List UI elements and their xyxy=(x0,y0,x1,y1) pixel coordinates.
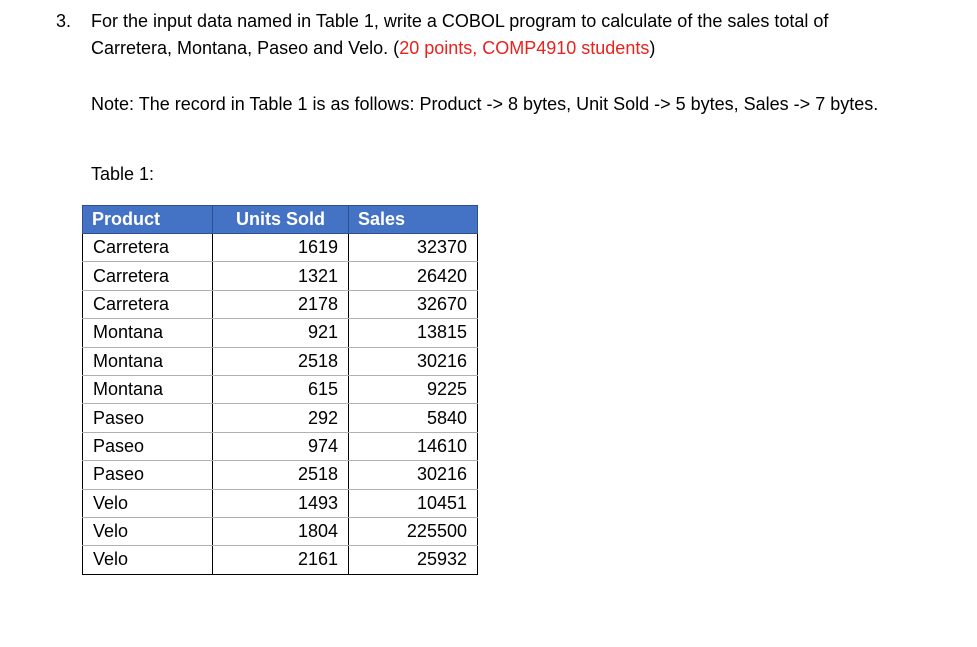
cell-units-sold: 1619 xyxy=(212,233,349,263)
table-row: Carretera 2178 32670 xyxy=(82,290,478,320)
table-row: Velo 1804 225500 xyxy=(82,517,478,547)
table-row: Paseo 2518 30216 xyxy=(82,460,478,490)
cell-product: Velo xyxy=(82,545,213,575)
cell-sales: 25932 xyxy=(348,545,478,575)
cell-units-sold: 2518 xyxy=(212,347,349,376)
sales-table: Product Units Sold Sales Carretera 1619 … xyxy=(82,205,478,575)
table-row: Montana 615 9225 xyxy=(82,375,478,405)
question-close-paren: ) xyxy=(649,38,656,58)
header-sales: Sales xyxy=(348,205,478,234)
table-header-row: Product Units Sold Sales xyxy=(82,205,478,234)
points-label: 20 points, COMP4910 students xyxy=(399,38,650,58)
question-text: For the input data named in Table 1, wri… xyxy=(91,8,911,62)
table-row: Velo 2161 25932 xyxy=(82,545,478,575)
cell-product: Paseo xyxy=(82,460,213,490)
cell-product: Carretera xyxy=(82,261,213,291)
header-product: Product xyxy=(82,205,213,234)
cell-product: Velo xyxy=(82,517,213,547)
cell-product: Carretera xyxy=(82,233,213,263)
cell-product: Montana xyxy=(82,318,213,348)
cell-sales: 14610 xyxy=(348,432,478,462)
cell-units-sold: 2178 xyxy=(212,290,349,320)
cell-product: Velo xyxy=(82,489,213,518)
table-row: Paseo 974 14610 xyxy=(82,432,478,462)
cell-units-sold: 292 xyxy=(212,403,349,433)
cell-sales: 26420 xyxy=(348,261,478,291)
cell-product: Carretera xyxy=(82,290,213,320)
cell-sales: 5840 xyxy=(348,403,478,433)
table-row: Carretera 1321 26420 xyxy=(82,261,478,291)
table-row: Montana 2518 30216 xyxy=(82,347,478,376)
cell-product: Paseo xyxy=(82,432,213,462)
table-row: Carretera 1619 32370 xyxy=(82,233,478,263)
cell-sales: 10451 xyxy=(348,489,478,518)
cell-sales: 32370 xyxy=(348,233,478,263)
cell-product: Montana xyxy=(82,375,213,405)
cell-units-sold: 1804 xyxy=(212,517,349,547)
question-body: For the input data named in Table 1, wri… xyxy=(91,11,829,58)
table-caption: Table 1: xyxy=(91,164,155,184)
cell-units-sold: 1493 xyxy=(212,489,349,518)
table-row: Velo 1493 10451 xyxy=(82,489,478,518)
cell-sales: 13815 xyxy=(348,318,478,348)
cell-sales: 30216 xyxy=(348,460,478,490)
cell-sales: 32670 xyxy=(348,290,478,320)
cell-sales: 9225 xyxy=(348,375,478,405)
table-row: Paseo 292 5840 xyxy=(82,403,478,433)
question-number: 3. xyxy=(56,11,72,31)
cell-sales: 30216 xyxy=(348,347,478,376)
cell-sales: 225500 xyxy=(348,517,478,547)
cell-product: Paseo xyxy=(82,403,213,433)
cell-units-sold: 2518 xyxy=(212,460,349,490)
cell-units-sold: 2161 xyxy=(212,545,349,575)
table-row: Montana 921 13815 xyxy=(82,318,478,348)
cell-units-sold: 974 xyxy=(212,432,349,462)
cell-units-sold: 615 xyxy=(212,375,349,405)
record-note: Note: The record in Table 1 is as follow… xyxy=(91,94,879,114)
cell-product: Montana xyxy=(82,347,213,376)
header-units-sold: Units Sold xyxy=(212,205,349,234)
cell-units-sold: 921 xyxy=(212,318,349,348)
cell-units-sold: 1321 xyxy=(212,261,349,291)
